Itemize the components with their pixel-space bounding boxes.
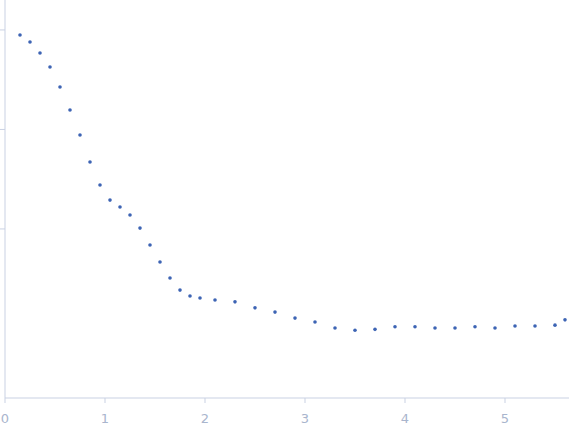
x-tick-label: 5: [501, 411, 509, 426]
data-point: [533, 324, 537, 328]
data-point: [333, 326, 337, 330]
x-tick: [505, 398, 506, 403]
data-point: [168, 276, 172, 280]
data-point: [253, 306, 257, 310]
data-point: [128, 213, 132, 217]
data-point: [78, 133, 82, 137]
data-point: [453, 326, 457, 330]
data-point: [273, 310, 277, 314]
plot-area: [18, 33, 567, 332]
data-point: [158, 260, 162, 264]
data-point: [353, 328, 357, 332]
data-point: [138, 226, 142, 230]
data-point: [198, 296, 202, 300]
data-point: [98, 183, 102, 187]
data-point: [118, 205, 122, 209]
data-point: [493, 326, 497, 330]
data-point: [413, 325, 417, 329]
data-point: [108, 198, 112, 202]
data-point: [88, 160, 92, 164]
data-point: [473, 325, 477, 329]
data-point: [188, 294, 192, 298]
data-point: [178, 288, 182, 292]
data-point: [553, 323, 557, 327]
data-point: [48, 65, 52, 69]
x-tick: [105, 398, 106, 403]
x-tick: [405, 398, 406, 403]
data-point: [38, 51, 42, 55]
data-point: [433, 326, 437, 330]
y-axis: [5, 0, 6, 398]
x-tick-label: 2: [201, 411, 209, 426]
x-axis: [5, 398, 569, 399]
data-point: [513, 324, 517, 328]
data-point: [148, 243, 152, 247]
data-point: [313, 320, 317, 324]
chart: 0 1 2 3 4 5: [0, 0, 569, 437]
data-point: [58, 85, 62, 89]
data-point: [233, 300, 237, 304]
x-tick-label: 4: [401, 411, 409, 426]
x-tick: [5, 398, 6, 403]
y-tick: [0, 129, 5, 130]
x-tick-label: 3: [301, 411, 309, 426]
data-point: [213, 298, 217, 302]
x-tick: [305, 398, 306, 403]
data-point: [393, 325, 397, 329]
data-point: [293, 316, 297, 320]
data-point: [68, 108, 72, 112]
x-tick-label: 0: [1, 411, 9, 426]
data-point: [563, 318, 567, 322]
y-tick: [0, 228, 5, 229]
data-point: [373, 328, 377, 332]
data-point: [28, 40, 32, 44]
x-tick: [205, 398, 206, 403]
data-point: [18, 33, 22, 37]
y-tick: [0, 29, 5, 30]
x-tick-label: 1: [101, 411, 109, 426]
